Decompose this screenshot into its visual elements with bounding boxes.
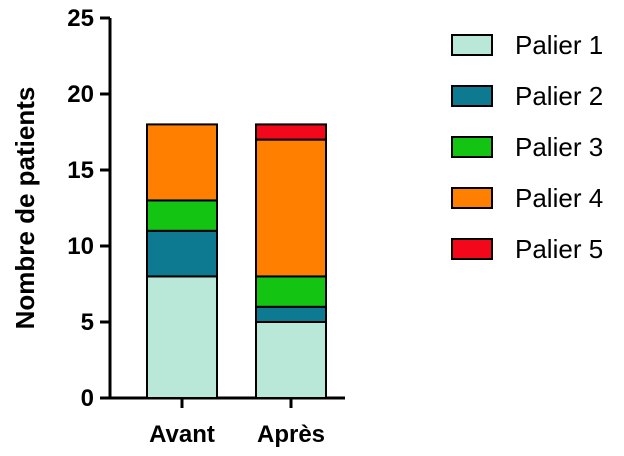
y-tick-label-25: 25 (67, 5, 94, 32)
bar-Avant-palier-1 (146, 275, 218, 399)
legend-swatch-palier-3 (451, 136, 493, 158)
legend-swatch-palier-2 (451, 85, 493, 107)
legend-label-palier-5: Palier 5 (515, 234, 603, 264)
bar-Avant-palier-3 (146, 199, 218, 232)
bar-Après-palier-3 (255, 275, 327, 308)
x-tick-label-0: Avant (149, 421, 215, 448)
y-tick-label-20: 20 (67, 81, 94, 108)
legend: Palier 1 Palier 2 Palier 3 Palier 4 Palier 5 (451, 30, 603, 264)
legend-swatch-palier-4 (451, 187, 493, 209)
bar-Après-palier-2 (255, 305, 327, 323)
x-tick-label-1: Après (257, 421, 325, 448)
y-tick-label-0: 0 (81, 385, 94, 412)
y-axis-title-group: Nombre de patients (10, 87, 40, 330)
bar-Avant-palier-2 (146, 229, 218, 278)
y-tick-label-5: 5 (81, 309, 94, 336)
bar-Après-palier-5 (255, 123, 327, 141)
plot-area: 0 5 10 15 20 25 Avant Après (67, 5, 345, 448)
legend-label-palier-3: Palier 3 (515, 132, 603, 162)
bar-Après-palier-1 (255, 321, 327, 399)
legend-label-palier-4: Palier 4 (515, 183, 603, 213)
y-axis-title: Nombre de patients (10, 87, 40, 330)
bar-Après-palier-4 (255, 138, 327, 278)
legend-label-palier-1: Palier 1 (515, 30, 603, 60)
bar-Avant-palier-4 (146, 123, 218, 202)
y-tick-label-15: 15 (67, 157, 94, 184)
legend-label-palier-2: Palier 2 (515, 81, 603, 111)
legend-swatch-palier-1 (451, 34, 493, 56)
legend-swatch-palier-5 (451, 238, 493, 260)
y-tick-label-10: 10 (67, 233, 94, 260)
